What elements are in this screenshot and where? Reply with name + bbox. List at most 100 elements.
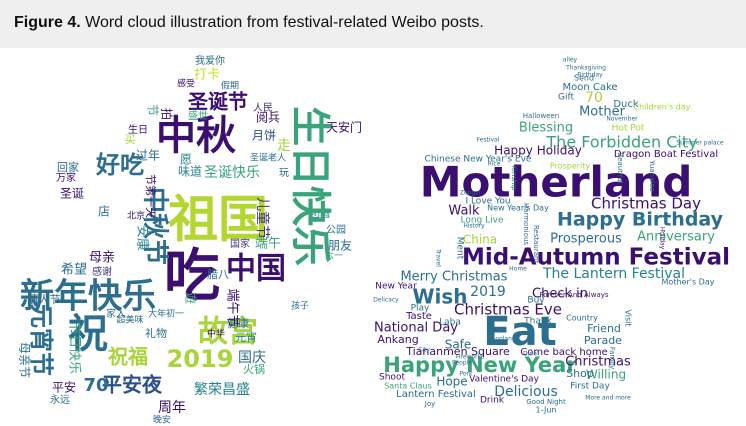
en-word-41: Shoot xyxy=(379,373,405,383)
en-word-46: Buy xyxy=(527,296,545,306)
en-word-35: Dragon Boat Festival xyxy=(614,149,718,160)
en-word-16: 2019 xyxy=(470,284,506,300)
en-vertical-word-7: Yuanxiao xyxy=(648,159,656,191)
en-word-55: Forever And Always xyxy=(539,291,608,299)
en-word-80: Pork xyxy=(459,371,473,378)
zh-word-57: 圣诞老人 xyxy=(250,152,286,164)
zh-word-53: 感谢 xyxy=(92,265,112,278)
zh-word-45: 生日 xyxy=(128,123,148,136)
en-word-67: November xyxy=(606,116,638,123)
en-word-39: First Day xyxy=(570,382,610,392)
en-word-69: People xyxy=(452,360,472,367)
en-vertical-word-0: Ment xyxy=(455,237,465,260)
caption-text: Word cloud illustration from festival-re… xyxy=(85,14,484,31)
en-word-51: Prosperity xyxy=(550,162,591,171)
zh-vertical-word-0: 生日快乐 xyxy=(287,106,333,266)
zh-word-28: 过年 xyxy=(136,149,160,163)
en-word-59: 1-Jun xyxy=(536,406,557,415)
en-word-64: Thanksgiving xyxy=(565,65,606,72)
en-word-19: Blessing xyxy=(519,121,573,136)
caption-label: Figure 4. xyxy=(14,14,81,31)
zh-word-7: 中国 xyxy=(226,252,286,287)
figure-caption: Figure 4. Word cloud illustration from f… xyxy=(14,14,484,32)
en-vertical-word-2: Restaurant xyxy=(532,225,540,264)
zh-word-17: 天安门 xyxy=(326,120,362,135)
en-word-47: Long Live xyxy=(460,216,503,226)
en-word-79: City xyxy=(418,347,430,354)
zh-word-25: 走 xyxy=(277,138,291,154)
en-word-62: Halloween xyxy=(523,112,560,120)
zh-word-58: 北京 xyxy=(127,210,145,222)
zh-word-41: 万家 xyxy=(56,171,76,184)
zh-word-31: 礼物 xyxy=(145,326,167,340)
zh-word-1: 吃 xyxy=(164,244,220,309)
en-word-28: Tiananmen Square xyxy=(405,345,510,358)
en-word-44: Laba xyxy=(439,318,461,328)
zh-word-15: 周年 xyxy=(158,400,186,416)
en-word-3: Happy New Year xyxy=(383,353,577,377)
zh-word-37: 情人节 xyxy=(28,293,61,306)
zh-vertical-word-1: 中秋节 xyxy=(140,187,170,265)
zh-word-47: 玩 xyxy=(279,168,289,179)
en-word-8: Christmas Day xyxy=(591,195,701,213)
zh-word-2: 中秋 xyxy=(156,113,236,159)
en-word-63: Summer palace xyxy=(676,140,723,147)
en-word-57: Santa Claus xyxy=(384,382,432,391)
zh-vertical-word-5: 端午节 xyxy=(225,288,240,327)
zh-vertical-word-10: 节第一天 xyxy=(144,174,158,218)
en-word-49: New Year's Day xyxy=(487,204,549,213)
en-word-45: Thank xyxy=(523,317,552,327)
en-number-word-0: 70 xyxy=(585,90,603,106)
en-word-65: Birthday xyxy=(577,72,603,79)
en-word-52: Gift xyxy=(558,93,574,103)
zh-word-51: 孩子 xyxy=(291,300,309,312)
zh-word-0: 祖国 xyxy=(168,191,268,249)
zh-word-44: 盛世 xyxy=(188,109,208,122)
zh-word-35: 腊八 xyxy=(207,268,229,281)
en-word-72: More and more xyxy=(585,395,631,402)
zh-word-18: 朋友 xyxy=(328,239,352,253)
en-word-13: Delicious xyxy=(494,384,558,400)
zh-word-16: 圣诞快乐 xyxy=(204,165,260,181)
en-word-27: Willing xyxy=(586,368,626,382)
en-word-76: Langlang xyxy=(488,336,516,343)
zh-word-38: 平安 xyxy=(52,380,76,395)
en-word-54: Mother's Day xyxy=(662,278,715,287)
en-word-32: Shop xyxy=(566,367,594,380)
zh-word-5: 故宫 xyxy=(198,315,258,350)
en-word-29: Ankang xyxy=(377,333,418,346)
zh-word-39: 永远 xyxy=(50,393,70,406)
zh-word-55: 感受 xyxy=(177,78,195,90)
zh-word-42: 我爱你 xyxy=(195,54,225,67)
en-word-12: Merry Christmas xyxy=(400,270,507,285)
en-word-43: Play xyxy=(411,304,430,314)
en-word-34: Duck xyxy=(613,99,639,110)
en-word-31: Come back home xyxy=(520,347,607,358)
zh-word-20: 端午 xyxy=(255,237,281,252)
en-word-66: alley xyxy=(563,57,578,64)
zh-word-24: 阅兵 xyxy=(256,111,280,125)
en-vertical-word-6: Visit xyxy=(624,309,633,326)
zh-word-3: 新年快乐 xyxy=(20,277,156,317)
en-word-5: The Forbidden City xyxy=(545,133,697,152)
en-word-68: Delicacy xyxy=(373,297,399,304)
en-word-74: History xyxy=(463,223,485,230)
en-word-15: Check in xyxy=(532,287,588,302)
en-word-42: New Year xyxy=(375,282,417,292)
en-word-17: Christmas xyxy=(565,355,631,370)
zh-word-11: 祝福 xyxy=(108,345,148,369)
zh-vertical-word-11: 遊 xyxy=(184,292,199,304)
en-vertical-word-4: Kinship xyxy=(510,165,518,191)
word-cloud-figure: 祖国吃中秋 新年快乐祝故宫 2019 中国 好吃 圣诞节 平安夜 祝福 70 繁荣昌盛 国庆 周年 圣诞… xyxy=(0,48,746,426)
zh-word-21: 希望 xyxy=(61,262,87,278)
zh-vertical-word-9: 拍 xyxy=(160,108,175,120)
en-word-4: Happy Birthday xyxy=(557,209,724,231)
zh-word-59: 中华 xyxy=(207,328,225,340)
zh-word-6: 2019 xyxy=(167,345,234,373)
en-word-25: Safe xyxy=(445,338,472,352)
zh-word-32: 元宵 xyxy=(235,330,257,344)
zh-word-49: 公园 xyxy=(326,224,346,236)
en-word-36: Hot Pot xyxy=(612,124,645,134)
